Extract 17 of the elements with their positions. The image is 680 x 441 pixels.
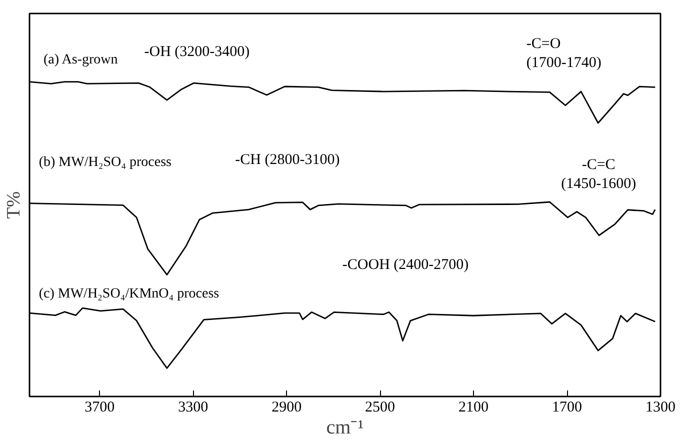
x-axis-title: cm⁻¹: [326, 416, 364, 438]
series-label: (a) As-grown: [44, 52, 118, 68]
y-axis-title: T%: [4, 191, 24, 219]
x-tick-label: 2500: [365, 400, 396, 416]
annotation: -CH (2800-3100): [235, 152, 340, 168]
annotation: -COOH (2400-2700): [342, 256, 469, 273]
text: -OH (3200-3400): [144, 44, 250, 60]
x-tick-label: 2900: [272, 400, 302, 416]
text: (b) MW/H₂SO₄ process: [38, 154, 172, 170]
x-tick-label: 2100: [458, 400, 489, 416]
text: -C=O (1700-1740): [526, 36, 602, 72]
series-label: (c) MW/H₂SO₄/KMnO₄ process: [38, 286, 220, 302]
x-tick-label: 3700: [84, 400, 115, 416]
x-tick-label: 3300: [178, 400, 208, 416]
x-tick-label: 1700: [552, 400, 582, 416]
x-tick-label: 1300: [646, 400, 676, 416]
annotation: -C=C (1450-1600): [561, 157, 636, 192]
